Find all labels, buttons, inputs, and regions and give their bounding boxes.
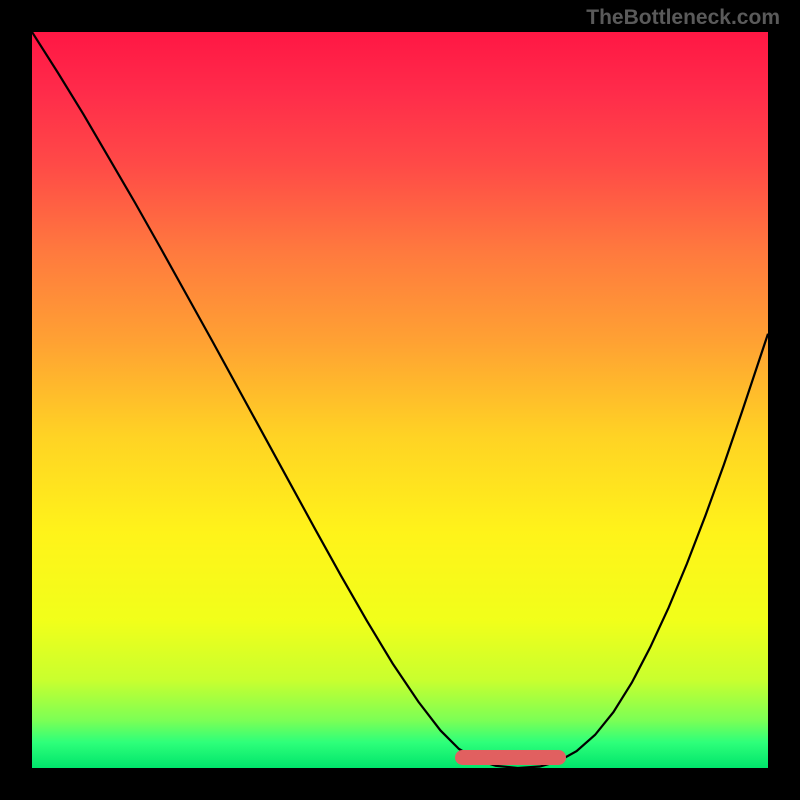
- watermark-text: TheBottleneck.com: [586, 6, 780, 30]
- curve-line: [32, 32, 768, 768]
- optimal-range-marker: [455, 750, 565, 765]
- plot-area: [32, 32, 768, 768]
- chart-container: TheBottleneck.com: [0, 0, 800, 800]
